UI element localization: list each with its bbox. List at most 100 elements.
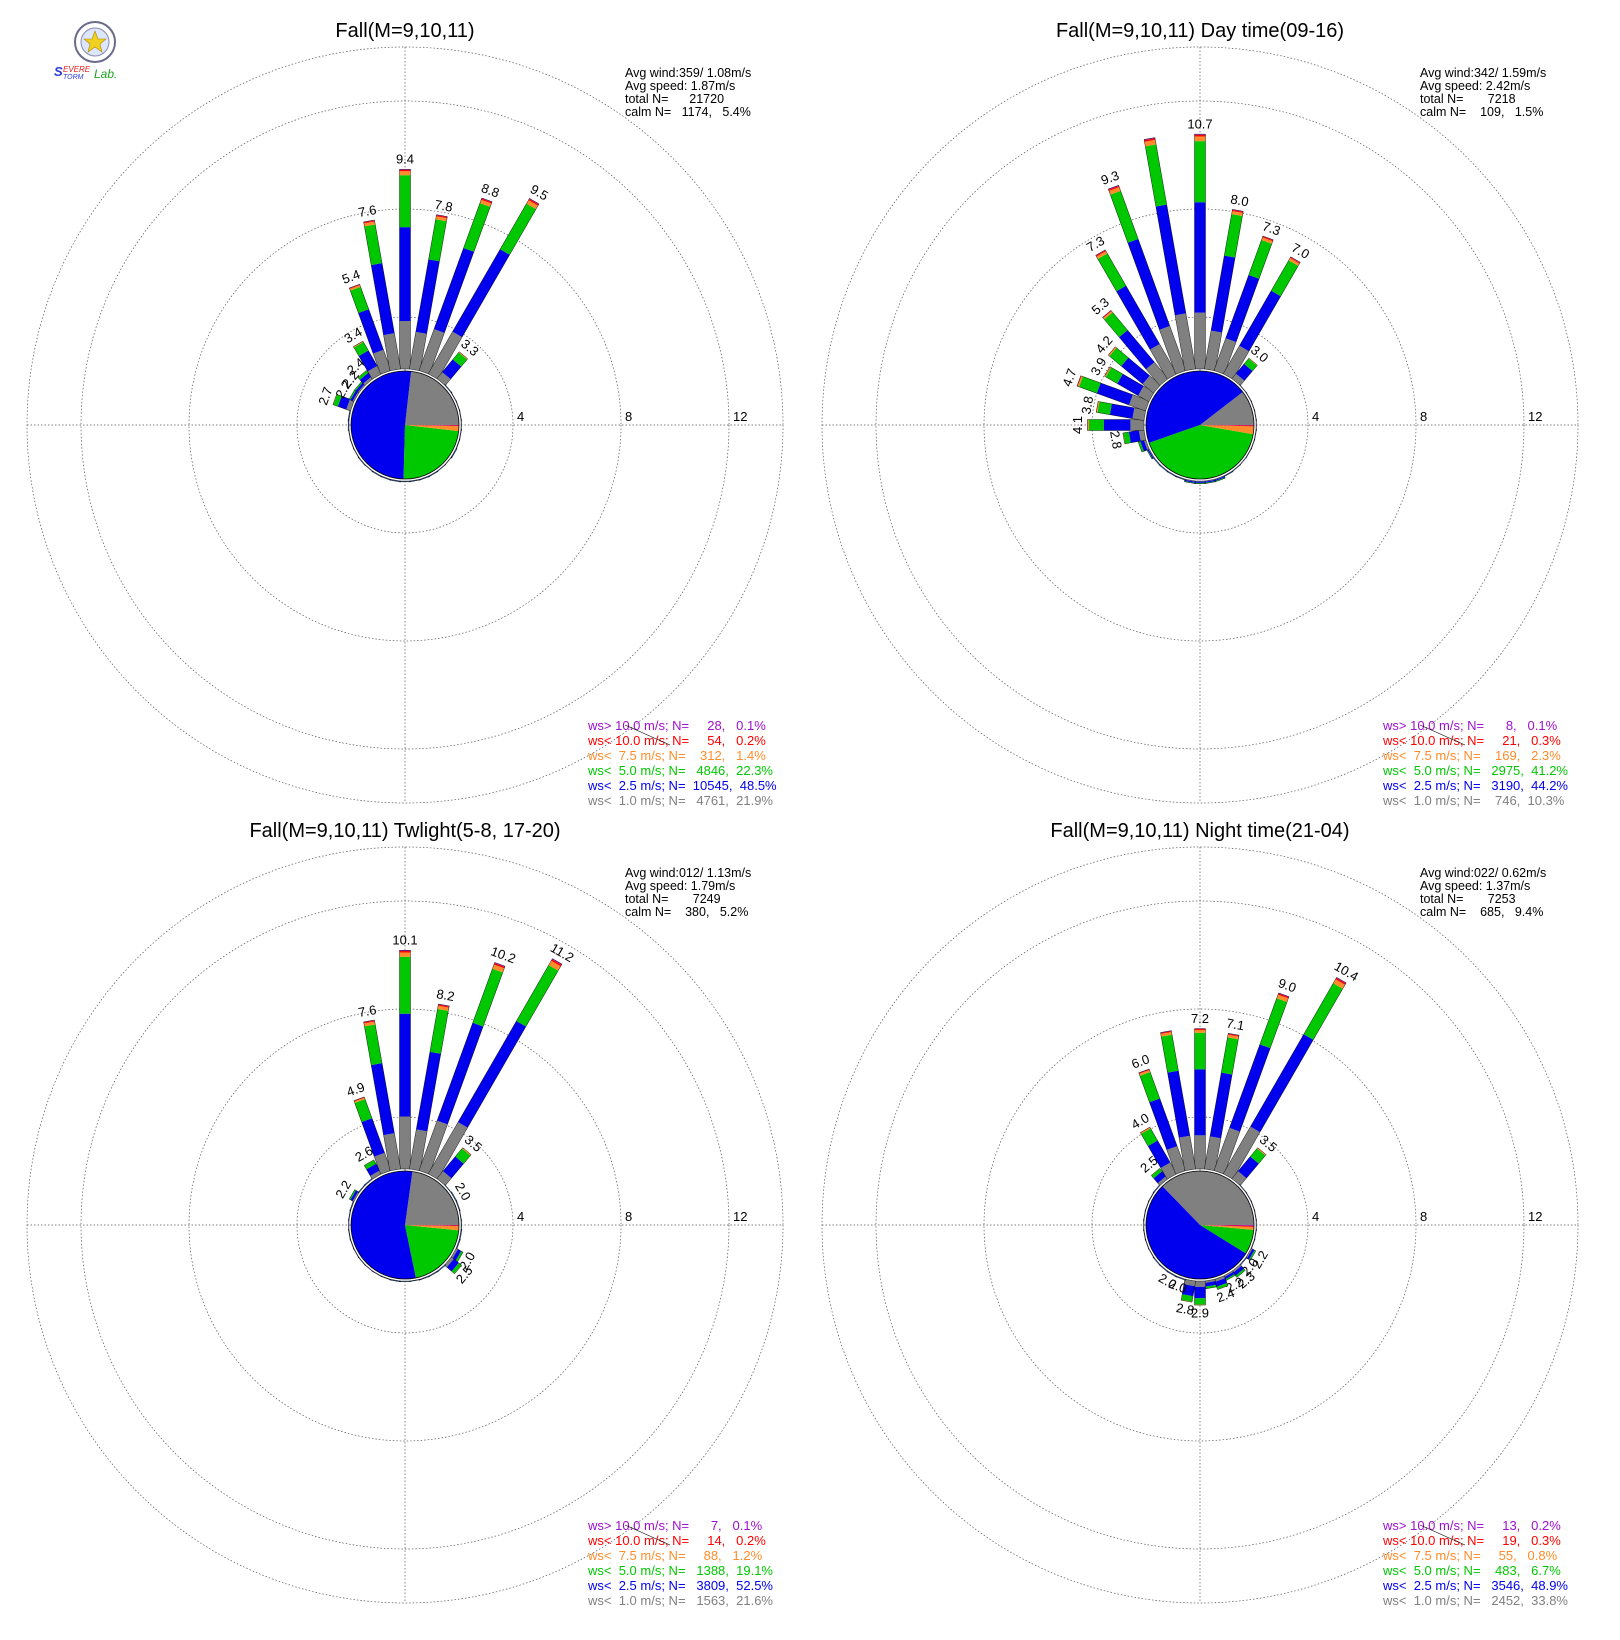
bar-segment-lt7_5 [1077, 375, 1083, 387]
direction-bar-50 [444, 383, 453, 394]
stats-line: Avg speed: 1.79m/s [625, 879, 735, 893]
direction-bar-280 [1143, 1209, 1147, 1221]
bar-segment-lt1 [444, 1256, 454, 1268]
direction-bar-170 [1204, 1278, 1217, 1290]
pie-slice-lt10 [405, 425, 459, 427]
bar-segment-lt5 [1123, 431, 1131, 444]
bar-segment-lt10 [363, 220, 375, 224]
bar-segment-lt2_5 [1239, 290, 1281, 352]
bar-segment-lt2_5 [1149, 1098, 1178, 1150]
direction-bar-170 [409, 478, 421, 483]
stats-line: Avg speed: 1.87m/s [625, 79, 735, 93]
direction-bar-340: 5.4 [340, 267, 392, 375]
direction-bars: 10.78.07.37.03.02.84.13.84.7 3.94.25.37.3… [1059, 117, 1312, 484]
ring-tick-label: 4 [1312, 409, 1319, 424]
bar-segment-lt7_5 [1144, 139, 1157, 147]
bar-outline [399, 950, 411, 1170]
pie-slice-lt10 [1200, 425, 1254, 427]
bar-outline [1204, 209, 1244, 372]
wind-rose-panel-1: 4 8 129.47.88.8 9.53.32.72.22.22.43.45.47.6… [26, 20, 784, 808]
bar-segment-lt5 [1194, 1298, 1206, 1305]
bar-segment-lt5 [1225, 1274, 1236, 1281]
bar-segment-lt10 [1290, 257, 1301, 264]
bar-segment-lt1 [1160, 1162, 1177, 1180]
bar-segment-lt2_5 [1223, 1271, 1235, 1280]
bar-segment-gt10 [1336, 977, 1347, 984]
bar-segment-lt10 [1194, 134, 1206, 137]
direction-bar-80 [1253, 409, 1257, 421]
bar-segment-lt2_5 [1238, 1156, 1259, 1179]
bar-segment-lt5 [1181, 1294, 1194, 1302]
speed-legend: ws> 10.0 m/s; N= 28, 0.1%ws< 10.0 m/s; N… [587, 718, 777, 808]
bar-segment-lt5 [364, 1024, 383, 1066]
bar-segment-lt2_5 [446, 1258, 459, 1272]
bar-segment-lt5 [358, 370, 369, 380]
bar-outline [409, 1003, 450, 1172]
bar-segment-lt10 [481, 198, 492, 204]
bar-segment-lt1 [436, 372, 451, 386]
direction-bar-170 [1204, 478, 1216, 484]
bar-segment-lt2_5 [1194, 1069, 1206, 1136]
direction-bar-160 [418, 475, 430, 481]
bar-outline [363, 1159, 383, 1180]
legend-entry-gt10: ws> 10.0 m/s; N= 8, 0.1% [1382, 718, 1558, 733]
bar-segment-lt2_5 [1153, 1171, 1167, 1184]
bar-segment-lt5 [1105, 367, 1123, 384]
pie-slice-lt1 [1200, 391, 1254, 425]
bar-value-label: 10.7 [1187, 117, 1212, 132]
bar-value-label: 8.0 [1229, 191, 1249, 209]
bar-segment-lt10 [438, 1004, 450, 1008]
bar-segment-lt1 [1213, 338, 1237, 375]
stats-line: total N= 7253 [1420, 892, 1516, 906]
bar-segment-lt2_5 [1182, 1284, 1195, 1297]
bar-outline [1245, 1247, 1257, 1261]
bar-segment-lt5 [1104, 312, 1128, 338]
bar-value-label: 2.9 [1191, 1305, 1209, 1320]
bar-segment-lt2_5 [348, 409, 351, 421]
bar-segment-lt7_5 [435, 216, 448, 222]
bar-segment-lt7_5 [1103, 310, 1113, 320]
pie-outline [1145, 370, 1255, 480]
bar-segment-lt5 [1248, 240, 1272, 279]
direction-bar-190 [389, 1278, 401, 1283]
stats-line: total N= 21720 [625, 92, 724, 106]
direction-bar-280 [347, 409, 352, 421]
bar-segment-lt2_5 [1175, 475, 1186, 481]
bar-segment-lt2_5 [1119, 330, 1155, 370]
bar-segment-lt1 [1231, 1171, 1247, 1186]
bar-segment-lt7_5 [1276, 994, 1289, 1002]
bar-segment-lt1 [1175, 313, 1196, 371]
bar-outline [353, 1096, 392, 1175]
legend-entry-lt5: ws< 5.0 m/s; N= 2975, 41.2% [1382, 763, 1568, 778]
direction-bar-140 [1231, 464, 1241, 473]
bar-segment-lt7_5 [479, 199, 492, 207]
bar-segment-lt2_5 [1127, 238, 1170, 330]
ring-tick-label: 4 [517, 409, 524, 424]
bar-segment-lt1 [1204, 330, 1222, 371]
bar-segment-lt7_5 [1194, 1030, 1206, 1033]
bar-segment-lt2_5 [415, 259, 440, 334]
bar-segment-lt1 [373, 349, 392, 375]
direction-bar-290 [349, 1200, 355, 1212]
direction-bar-290: 4.7 [1059, 366, 1150, 412]
bar-segment-lt1 [1204, 1136, 1221, 1171]
bar-segment-lt2_5 [1140, 439, 1148, 452]
bar-outline [1194, 133, 1206, 370]
ring-tick-label: 12 [1528, 1209, 1542, 1224]
bar-segment-lt1 [428, 331, 463, 380]
bar-segment-lt5 [1216, 1282, 1228, 1290]
bar-value-label: 5.4 [340, 267, 362, 287]
bar-segment-lt5 [354, 381, 363, 391]
bar-segment-lt2_5 [349, 1200, 355, 1211]
bar-segment-lt5 [463, 203, 491, 252]
pie-outline [350, 370, 460, 480]
bar-segment-lt7_5 [526, 200, 539, 210]
direction-bar-150 [427, 1270, 439, 1278]
ring-tick-label: 8 [1420, 1209, 1427, 1224]
bar-segment-lt7_5 [1104, 366, 1112, 377]
wind-rose-panel-4: 4 8 127.2 7.19.010.43.52.22.02.32.22.42.92.… [821, 820, 1579, 1608]
bar-segment-lt2_5 [1155, 204, 1186, 316]
bar-segment-lt5 [1205, 1284, 1217, 1289]
